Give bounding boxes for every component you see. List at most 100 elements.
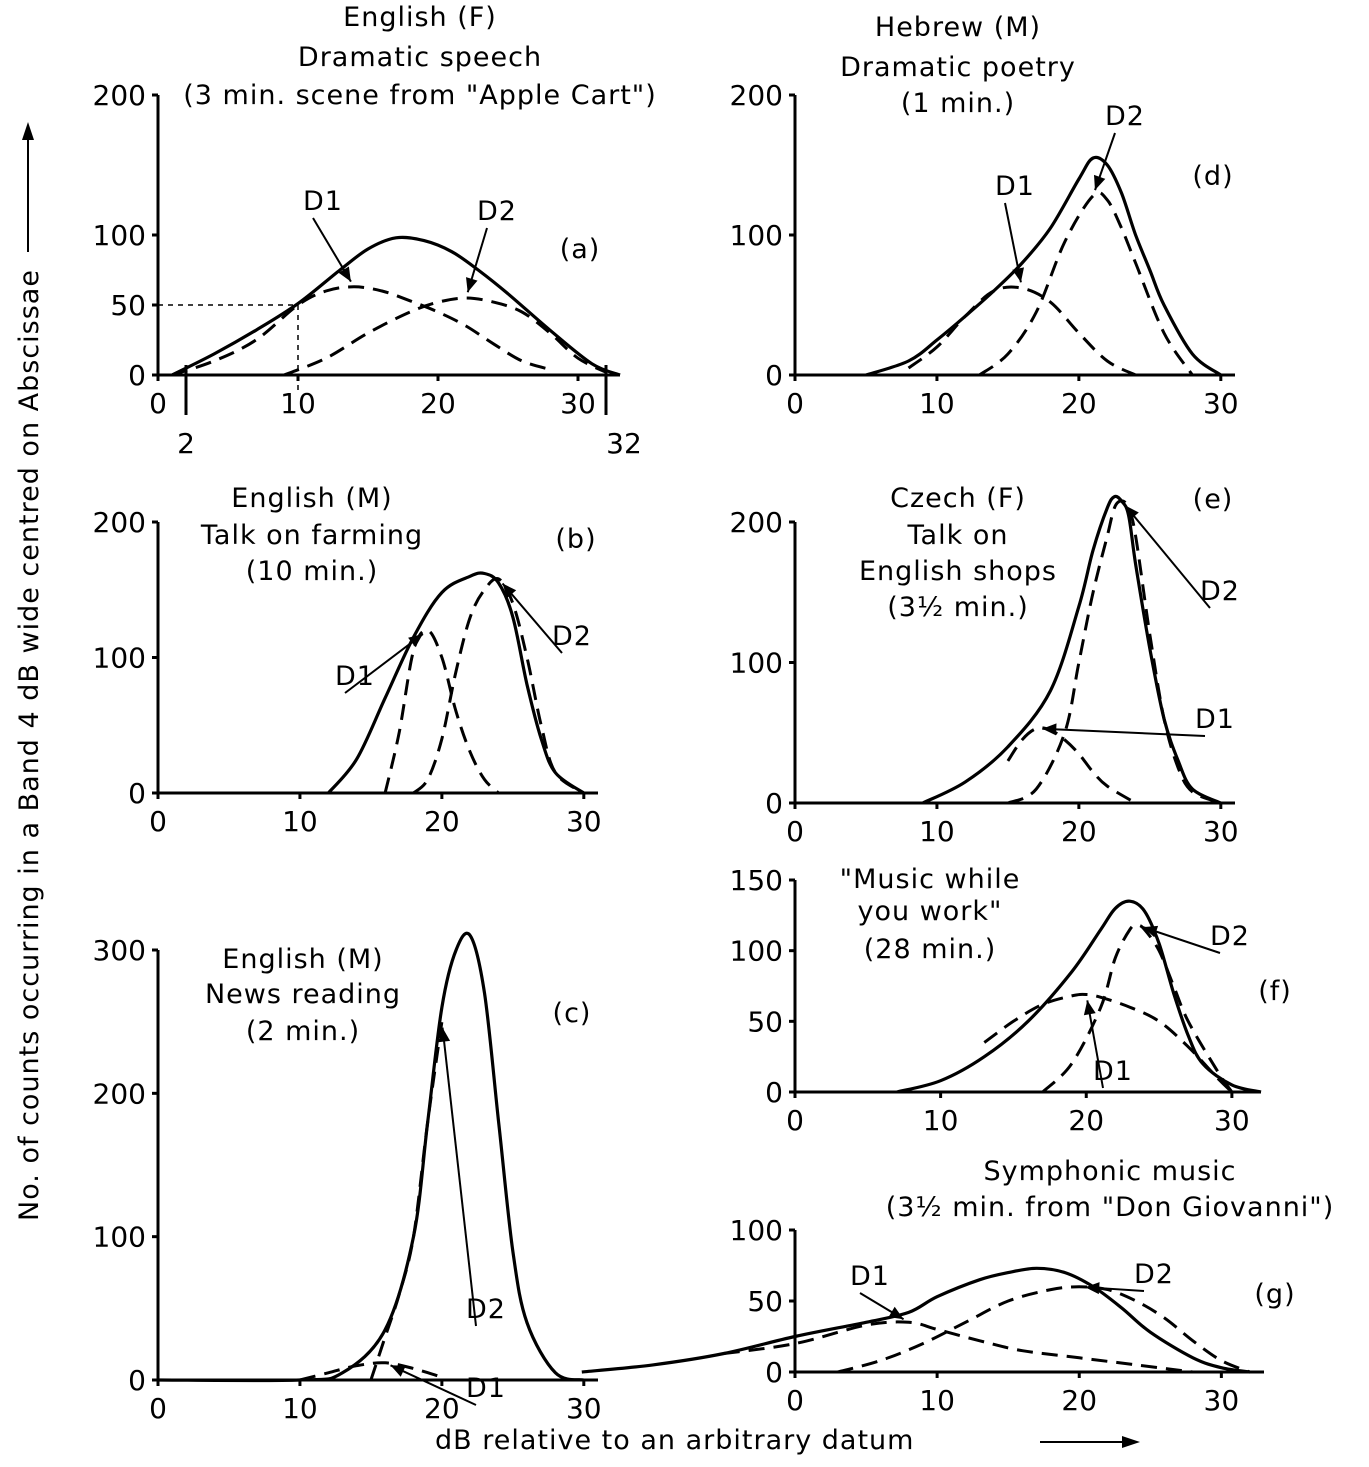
panel-title-line: (28 min.) <box>864 934 997 965</box>
y-tick-label: 100 <box>93 219 146 252</box>
panel-label: (d) <box>1192 161 1233 192</box>
y-tick-label: 50 <box>747 1285 783 1318</box>
x-tick-label: 30 <box>1203 387 1239 420</box>
total-distribution-curve <box>171 235 621 377</box>
y-tick-label: 200 <box>730 506 783 539</box>
series-pointer-arrowhead <box>438 1027 451 1043</box>
panel-label: (a) <box>560 234 601 265</box>
panel-title-line: Dramatic poetry <box>840 52 1076 83</box>
series-label-d1: D1 <box>995 171 1035 202</box>
panel-title-line: (3 min. scene from "Apple Cart") <box>183 80 657 111</box>
panel-g: 0 10 20 30 0 50 100 Symphonic music (3½ min. fro… <box>581 1156 1335 1417</box>
series-d2-curve <box>283 296 607 377</box>
y-tick-label: 100 <box>93 1221 146 1254</box>
panel-title-line: English shops <box>859 556 1057 587</box>
y-tick-label: 200 <box>93 506 146 539</box>
x-tick-label: 0 <box>786 1384 804 1417</box>
series-pointer-arrowhead <box>390 1365 406 1377</box>
series-d1-curve <box>383 628 500 795</box>
x-tick-label: 10 <box>919 815 955 848</box>
series-label-d2: D2 <box>552 621 592 652</box>
x-tick-label: 0 <box>786 1104 804 1137</box>
series-pointer-arrowhead <box>1142 925 1159 938</box>
y-tick-label: 200 <box>93 1077 146 1110</box>
series-d1-curve <box>983 992 1233 1094</box>
panel-title-line: English (M) <box>231 483 392 514</box>
y-tick-label: 0 <box>765 1076 783 1109</box>
series-d1-curve <box>171 285 551 377</box>
panel-title-line: Dramatic speech <box>298 42 542 73</box>
series-pointer-line <box>1086 1000 1104 1089</box>
total-distribution-curve <box>327 571 585 795</box>
y-tick-label: 0 <box>765 359 783 392</box>
x-tick-label: 20 <box>420 387 456 420</box>
panel-a: 0 10 20 30 0 50 100 200 English (F) Dramatic spee… <box>93 2 657 460</box>
series-label-d1: D1 <box>303 186 343 217</box>
y-tick-label: 100 <box>730 647 783 680</box>
y-tick-label: 300 <box>93 934 146 967</box>
series-pointer-arrowhead <box>408 634 423 648</box>
y-tick-label: 100 <box>730 1214 783 1247</box>
x-tick-label: 10 <box>923 1104 959 1137</box>
y-tick-label: 0 <box>765 1356 783 1389</box>
x-tick-label: 0 <box>149 387 167 420</box>
panel-title-line: (2 min.) <box>246 1016 360 1047</box>
panel-title-line: English (F) <box>343 2 497 33</box>
total-distribution-curve <box>865 155 1222 377</box>
series-pointer-arrowhead <box>1085 1282 1100 1295</box>
y-tick-label: 200 <box>93 79 146 112</box>
series-label-d2: D2 <box>1210 921 1250 952</box>
x-tick-label: 30 <box>566 805 602 838</box>
y-axis-arrowhead <box>22 122 34 140</box>
series-d2-curve <box>1041 923 1234 1094</box>
y-tick-label: 0 <box>765 787 783 820</box>
panel-title-line: Czech (F) <box>890 483 1026 514</box>
panel-title-line: (10 min.) <box>246 556 379 587</box>
total-distribution-curve <box>896 899 1262 1094</box>
x-tick-label: 10 <box>919 387 955 420</box>
x-tick-label: 20 <box>1068 1104 1104 1137</box>
y-tick-label: 50 <box>110 289 146 322</box>
x-tick-label: 10 <box>282 1392 318 1425</box>
panel-e: 0 10 20 30 0 100 200 Czech (F) Talk on English sh… <box>730 483 1239 848</box>
panel-title-line: (3½ min.) <box>887 592 1029 623</box>
panel-title-line: (1 min.) <box>901 88 1015 119</box>
series-d2-curve <box>412 576 585 795</box>
panel-title-line: "Music while <box>840 864 1021 895</box>
panel-title-line: (3½ min. from "Don Giovanni") <box>886 1192 1335 1223</box>
global-ylabel: No. of counts occurring in a Band 4 dB w… <box>14 122 45 1221</box>
series-label-d1: D1 <box>466 1373 506 1404</box>
x-tick-label: 30 <box>560 387 596 420</box>
series-pointer-arrowhead <box>502 583 517 598</box>
panel-b: 0 10 20 30 0 100 200 English (M) Talk on farming… <box>93 483 602 838</box>
panel-title-line: English (M) <box>222 944 383 975</box>
y-tick-label: 0 <box>128 1364 146 1397</box>
x-tick-label: 20 <box>424 1392 460 1425</box>
series-pointer-line <box>501 582 563 654</box>
series-pointer-line <box>1124 504 1211 609</box>
series-pointer-line <box>390 1364 477 1406</box>
y-tick-label: 0 <box>128 359 146 392</box>
x-tick-label: 0 <box>786 815 804 848</box>
x-tick-label: 30 <box>1214 1104 1250 1137</box>
series-pointer-arrowhead <box>1042 723 1057 736</box>
series-label-d2: D2 <box>1134 1259 1174 1290</box>
series-d1-curve <box>723 1320 1194 1374</box>
panel-title-line: Hebrew (M) <box>875 12 1041 43</box>
series-pointer-arrowhead <box>1012 267 1024 283</box>
panel-d: 0 10 20 30 0 100 200 Hebrew (M) Dramatic poetry (… <box>730 12 1239 420</box>
y-tick-label: 100 <box>730 935 783 968</box>
panel-title-line: you work" <box>858 896 1003 927</box>
series-pointer-arrowhead <box>888 1306 904 1320</box>
x-tick-label: 20 <box>424 805 460 838</box>
panel-label: (e) <box>1193 484 1234 515</box>
series-label-d1: D1 <box>1195 704 1235 735</box>
x-tick-label: 0 <box>149 805 167 838</box>
y-tick-label: 150 <box>730 864 783 897</box>
series-d2-curve <box>978 191 1194 377</box>
series-pointer-line <box>344 633 424 694</box>
x-tick-label: 0 <box>786 387 804 420</box>
